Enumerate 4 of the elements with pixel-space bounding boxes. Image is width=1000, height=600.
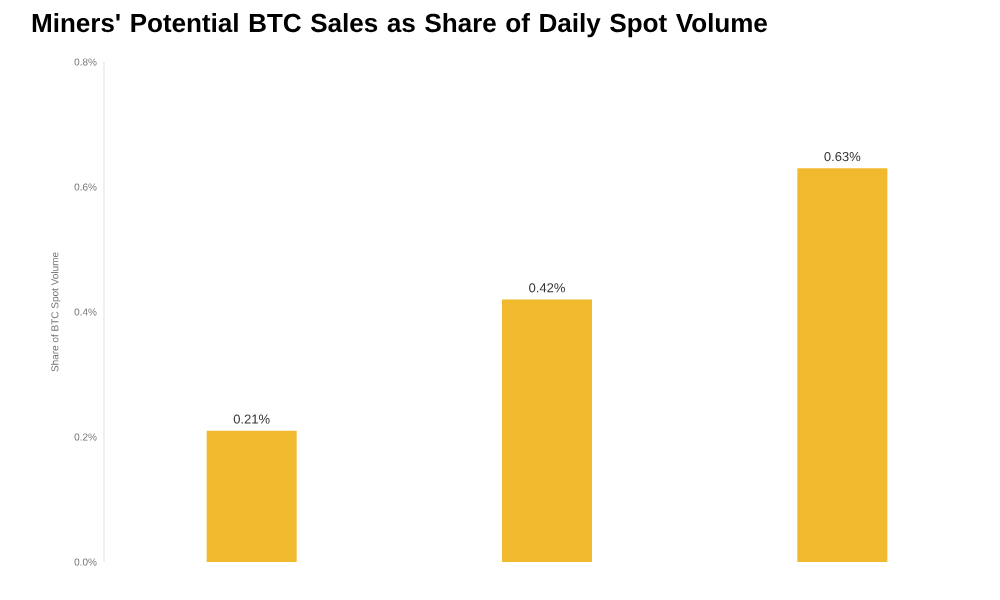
bar xyxy=(502,299,592,562)
chart-title: Miners' Potential BTC Sales as Share of Daily Spot Volume xyxy=(32,13,767,38)
bar xyxy=(797,168,888,562)
bar xyxy=(206,430,297,562)
